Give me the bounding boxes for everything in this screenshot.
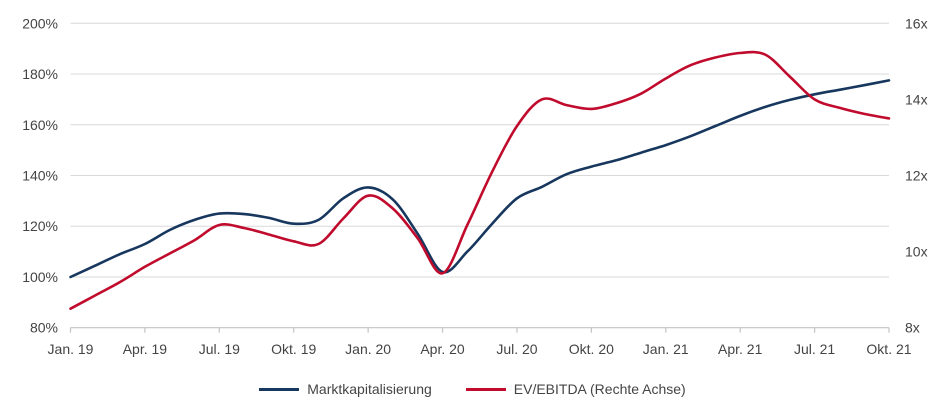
- x-axis-tick-label: Apr. 20: [420, 341, 465, 357]
- chart-legend: Marktkapitalisierung EV/EBITDA (Rechte A…: [0, 378, 945, 400]
- x-axis-tick-label: Okt. 21: [866, 341, 911, 357]
- x-axis-tick-label: Apr. 19: [123, 341, 168, 357]
- y-axis-left-tick-label: 140%: [22, 168, 58, 184]
- x-axis-tick-label: Jan. 20: [345, 341, 391, 357]
- x-axis-tick-label: Jan. 19: [48, 341, 94, 357]
- y-axis-right-tick-label: 10x: [905, 244, 928, 260]
- x-axis-tick-label: Okt. 19: [271, 341, 316, 357]
- y-axis-left-tick-label: 180%: [22, 66, 58, 82]
- y-axis-left-tick-label: 80%: [30, 320, 58, 336]
- marktkapitalisierung-line: [69, 79, 891, 279]
- legend-item-ev-ebitda: EV/EBITDA (Rechte Achse): [465, 381, 686, 397]
- y-axis-right-tick-label: 8x: [905, 320, 920, 336]
- x-axis-tick-label: Okt. 20: [569, 341, 614, 357]
- y-axis-right-tick-label: 16x: [905, 15, 928, 31]
- y-axis-right-tick-label: 12x: [905, 168, 928, 184]
- x-axis-tick-label: Jul. 19: [199, 341, 240, 357]
- y-axis-left-tick-label: 120%: [22, 218, 58, 234]
- legend-line-ev-ebitda-icon: [465, 387, 506, 391]
- y-axis-left-tick-label: 100%: [22, 269, 58, 285]
- y-axis-left-tick-label: 200%: [22, 15, 58, 31]
- y-axis-left-tick-label: 160%: [22, 117, 58, 133]
- y-axis-right-tick-label: 14x: [905, 91, 928, 107]
- legend-label-ev-ebitda: EV/EBITDA (Rechte Achse): [513, 381, 686, 397]
- x-axis-tick-label: Jul. 20: [496, 341, 537, 357]
- legend-label-marktkapitalisierung: Marktkapitalisierung: [307, 381, 432, 397]
- legend-item-marktkapitalisierung: Marktkapitalisierung: [259, 381, 432, 397]
- x-axis-tick-label: Jan. 21: [643, 341, 689, 357]
- legend-line-marktkapitalisierung-icon: [259, 387, 300, 391]
- ev-ebitda-line: [69, 50, 891, 310]
- x-axis-tick-label: Jul. 21: [794, 341, 835, 357]
- x-axis-tick-label: Apr. 21: [718, 341, 763, 357]
